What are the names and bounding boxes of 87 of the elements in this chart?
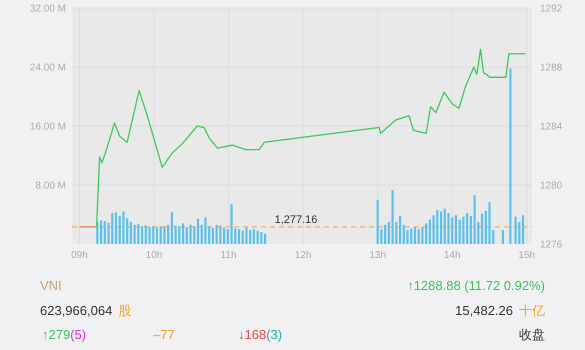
x-tick-label: 14h <box>444 250 461 261</box>
bar <box>509 68 512 244</box>
bar <box>242 230 244 244</box>
text: 收盘 <box>519 327 545 342</box>
bar <box>454 215 458 244</box>
text: 15,482.26 <box>455 303 513 318</box>
bar <box>182 223 184 244</box>
bar <box>163 227 166 244</box>
bar <box>384 224 386 244</box>
bar <box>222 228 226 244</box>
text: 股 <box>118 303 132 318</box>
bar <box>249 230 252 244</box>
bar <box>488 202 491 244</box>
y-tick-label: 24.00 M <box>30 62 66 74</box>
bar <box>264 234 266 244</box>
bar <box>440 212 442 244</box>
bar <box>425 223 428 244</box>
bar <box>104 221 106 244</box>
bar <box>137 224 140 244</box>
x-tick-label: 15h <box>518 250 536 261</box>
x-tick-label: 13h <box>369 250 386 261</box>
bar <box>122 212 125 244</box>
line-series <box>96 48 526 227</box>
bar <box>418 229 420 244</box>
text: –77 <box>153 327 175 342</box>
bar <box>410 228 412 244</box>
bar <box>204 217 207 244</box>
x-tick-label: 10h <box>146 250 162 261</box>
bar <box>256 230 259 244</box>
bar <box>436 210 438 244</box>
x-tick-label: 12h <box>294 250 312 261</box>
y2-tick-label: 1276 <box>540 240 563 250</box>
bar <box>134 224 136 244</box>
bar <box>140 226 144 244</box>
bar <box>178 226 180 244</box>
bar <box>186 227 188 244</box>
bar <box>421 227 424 244</box>
bar <box>260 232 262 244</box>
text: (5) <box>70 327 86 342</box>
text: (3) <box>266 327 282 342</box>
bar <box>100 220 102 244</box>
bar <box>376 200 379 244</box>
bar <box>522 215 524 244</box>
bar <box>391 190 394 244</box>
bar <box>480 214 484 244</box>
bar <box>245 228 248 244</box>
text: 623,966,064 <box>40 303 112 318</box>
bar <box>398 216 402 244</box>
bar <box>216 224 218 244</box>
bar <box>444 208 446 244</box>
bar <box>451 217 454 244</box>
bar <box>212 228 214 244</box>
bar <box>148 227 151 244</box>
bar <box>414 227 416 244</box>
bar <box>473 195 476 244</box>
bar <box>466 213 468 244</box>
y-tick-label: 8.00 M <box>35 180 66 192</box>
bar <box>114 212 118 244</box>
text: VNI <box>40 278 62 293</box>
bar <box>118 216 121 244</box>
y2-tick-label: 1284 <box>540 122 563 132</box>
bar <box>219 226 222 244</box>
text: ↓168 <box>238 327 266 342</box>
text: ↑279 <box>42 327 70 342</box>
y-tick-label: 32.00 M <box>30 4 66 14</box>
text: 十亿 <box>519 303 545 318</box>
y2-tick-label: 1288 <box>540 62 563 74</box>
text: ↑1288.88 (11.72 0.92%) <box>407 278 545 293</box>
bar <box>514 216 517 244</box>
bar <box>144 226 147 244</box>
bar <box>189 224 192 244</box>
bar <box>170 212 174 244</box>
bar <box>111 213 114 244</box>
bar <box>230 204 233 244</box>
bar <box>130 222 132 244</box>
ref-line-label: 1,277.16 <box>274 214 318 226</box>
x-tick-label: 09h <box>71 250 88 261</box>
y-tick-label: 16.00 M <box>30 122 66 132</box>
bar <box>196 218 200 244</box>
x-tick-label: 11h <box>220 250 237 261</box>
y2-tick-label: 1292 <box>540 4 563 14</box>
bar <box>152 226 154 244</box>
bar <box>156 228 158 244</box>
bar <box>502 230 504 244</box>
bar <box>160 226 162 244</box>
bar <box>462 216 465 244</box>
y2-tick-label: 1280 <box>540 180 563 192</box>
